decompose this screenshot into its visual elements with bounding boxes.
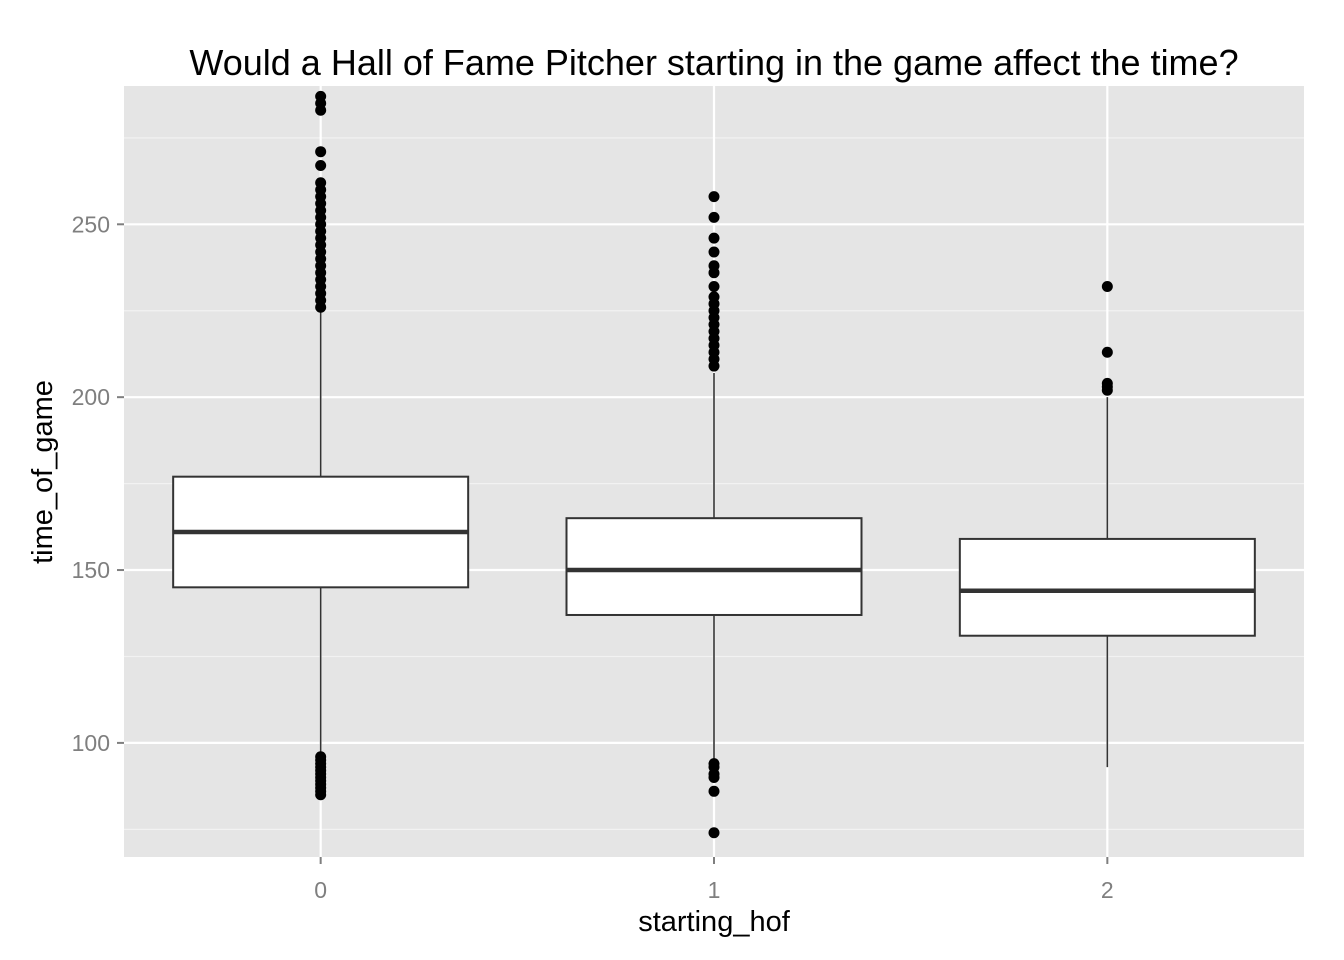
outlier-point [315, 146, 327, 158]
outlier-point [708, 191, 720, 203]
x-tick-label: 1 [708, 877, 721, 903]
outlier-point [315, 751, 327, 763]
box-layer [172, 90, 1256, 839]
outlier-point [708, 758, 720, 770]
chart-title: Would a Hall of Fame Pitcher starting in… [189, 42, 1238, 83]
y-tick-label: 150 [72, 557, 110, 583]
outlier-point [315, 177, 327, 189]
outlier-point [708, 281, 720, 293]
box-group-1 [565, 191, 863, 839]
outlier-point [1101, 281, 1113, 293]
outlier-point [1101, 346, 1113, 358]
box-group-2 [958, 281, 1256, 768]
outlier-point [708, 827, 720, 839]
x-tick-label: 2 [1101, 877, 1114, 903]
outlier-point [315, 160, 327, 172]
box-iqr [958, 537, 1256, 637]
y-tick-label: 200 [72, 384, 110, 410]
y-axis-title: time_of_game [27, 380, 59, 564]
outlier-point [708, 246, 720, 258]
outlier-point [708, 211, 720, 223]
y-tick-label: 250 [72, 211, 110, 237]
outlier-point [708, 232, 720, 244]
x-tick-label: 0 [314, 877, 327, 903]
outlier-point [1101, 377, 1113, 389]
x-tick-labels: 0 1 2 [314, 857, 1114, 903]
box-iqr [565, 517, 863, 616]
outlier-point [315, 90, 327, 102]
outlier-point [708, 260, 720, 272]
outlier-point [708, 785, 720, 797]
outlier-point [708, 291, 720, 303]
box-group-0 [172, 90, 470, 801]
y-tick-labels: 100 150 200 250 [72, 211, 124, 756]
y-tick-label: 100 [72, 730, 110, 756]
x-axis-title: starting_hof [638, 906, 790, 938]
